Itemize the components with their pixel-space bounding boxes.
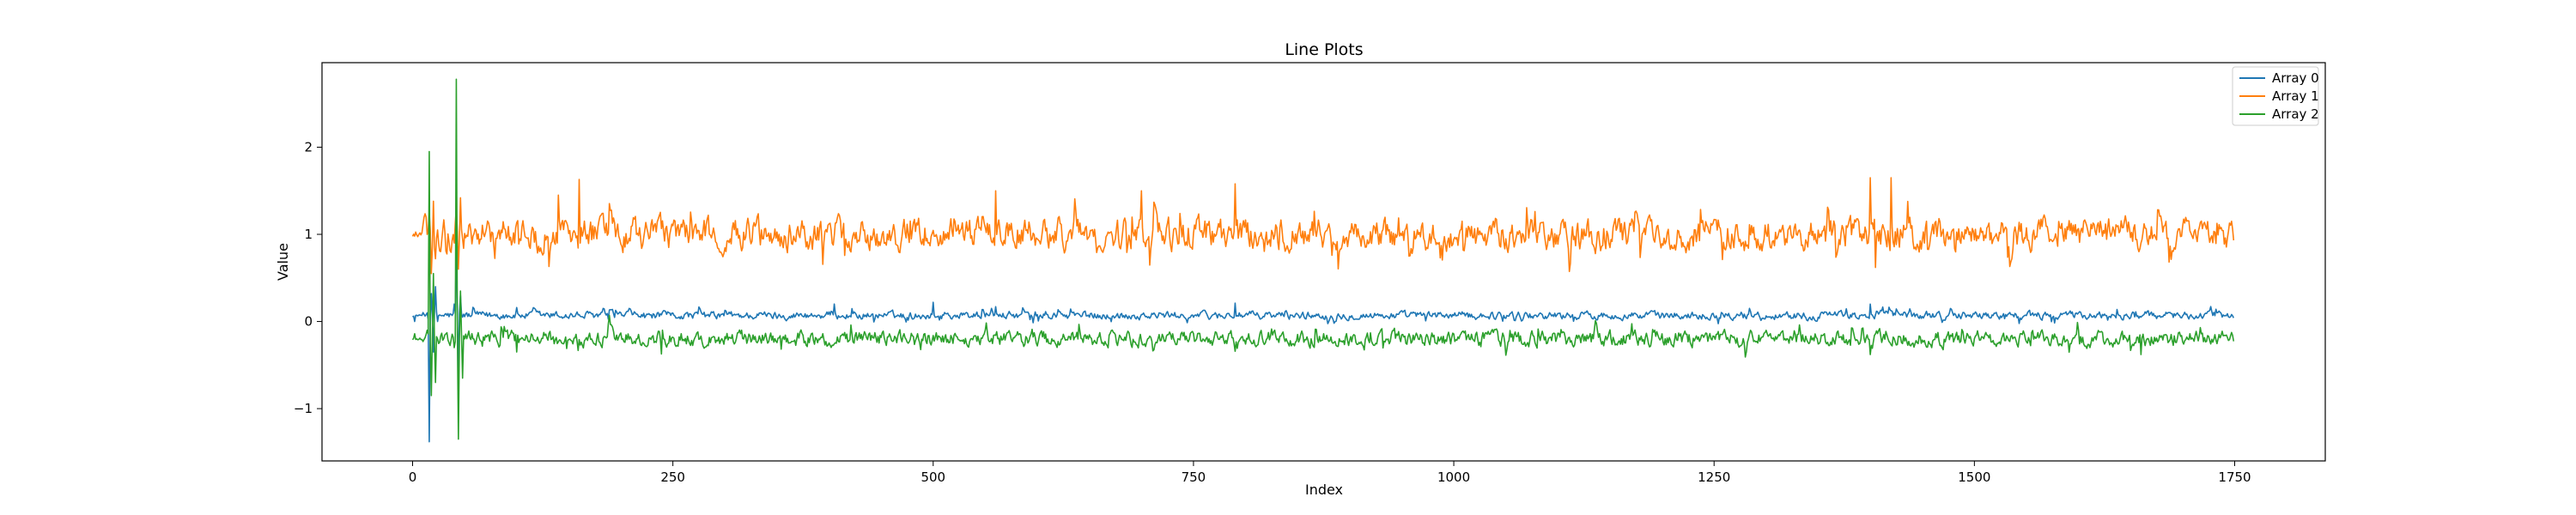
legend-label: Array 1 [2272,88,2319,104]
y-tick-label: 2 [304,139,313,154]
plot-frame [321,62,2326,462]
y-tick-label: 0 [304,314,313,330]
x-tick-label: 1000 [1437,470,1470,485]
y-tick-label: 1 [304,227,313,242]
series-line-2 [411,78,2235,440]
series-layer [411,78,2235,443]
legend-label: Array 2 [2272,106,2319,122]
chart-title: Line Plots [1285,40,1363,59]
x-tick-label: 750 [1182,470,1206,485]
x-tick-label: 0 [409,470,417,485]
y-axis: −1 0 1 2 [294,139,322,416]
x-axis: 0 250 500 750 1000 1250 1500 1750 [409,461,2251,485]
y-tick-label: −1 [294,401,313,416]
legend-label: Array 0 [2272,70,2319,86]
x-tick-label: 1750 [2218,470,2251,485]
x-tick-label: 500 [920,470,945,485]
x-tick-label: 1250 [1698,470,1730,485]
x-tick-label: 1500 [1958,470,1990,485]
series-line-0 [412,238,2235,443]
y-axis-title: Value [275,243,291,281]
series-line-1 [411,177,2235,275]
legend-box [2232,66,2319,126]
legend: Array 0 Array 1 Array 2 [2232,66,2319,126]
x-tick-label: 250 [660,470,685,485]
x-axis-title: Index [1305,482,1343,498]
